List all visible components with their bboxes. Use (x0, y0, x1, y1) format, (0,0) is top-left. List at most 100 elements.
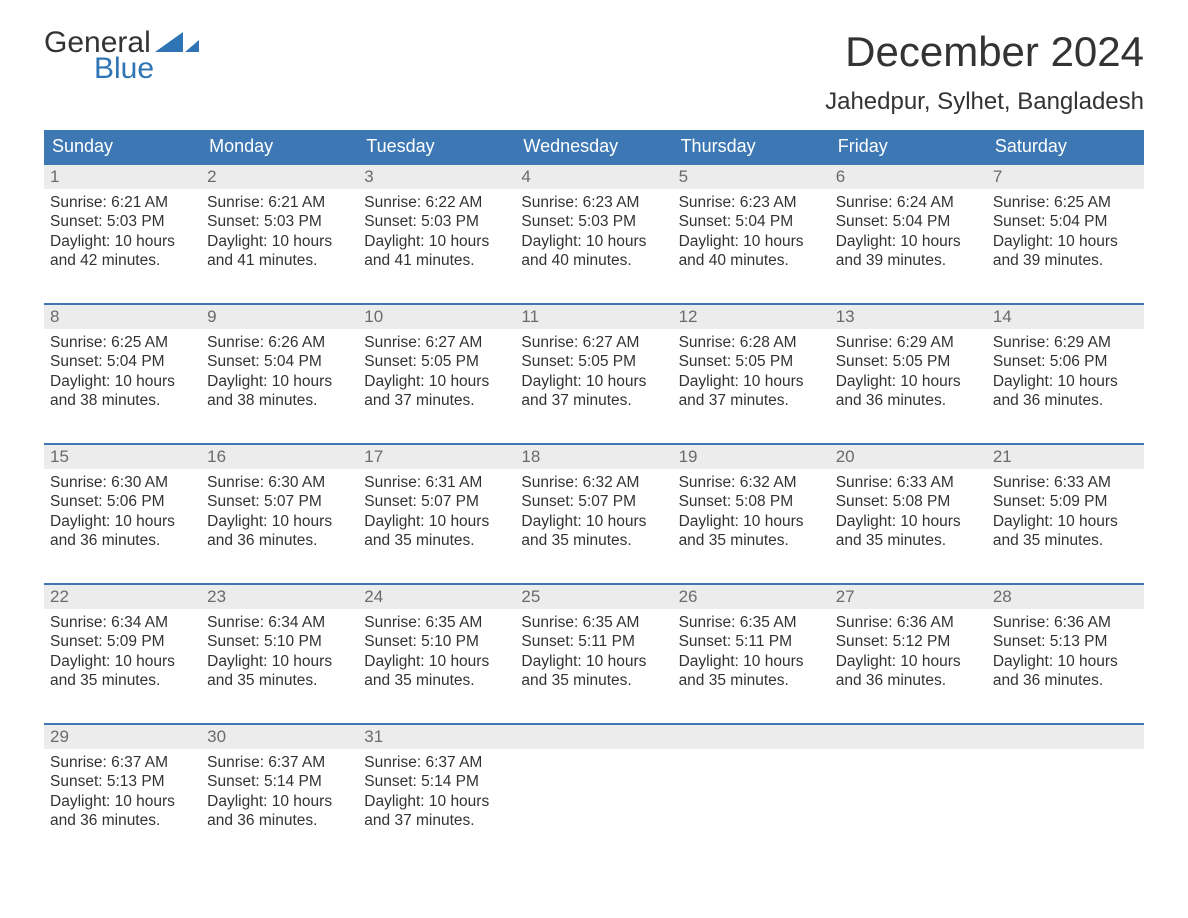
cell-line-sunset: Sunset: 5:14 PM (364, 772, 509, 791)
cell-line-sunrise: Sunrise: 6:32 AM (679, 473, 824, 492)
cell-line-dl2: and 41 minutes. (364, 251, 509, 270)
day-number-row: 2 (201, 165, 358, 189)
cell-line-sunset: Sunset: 5:11 PM (679, 632, 824, 651)
cell-body: Sunrise: 6:32 AMSunset: 5:07 PMDaylight:… (515, 469, 672, 557)
day-number: 7 (993, 167, 1002, 186)
cell-body: Sunrise: 6:36 AMSunset: 5:13 PMDaylight:… (987, 609, 1144, 697)
day-number: 31 (364, 727, 383, 746)
cell-line-dl1: Daylight: 10 hours (993, 232, 1138, 251)
cell-line-sunset: Sunset: 5:04 PM (993, 212, 1138, 231)
cell-line-sunset: Sunset: 5:07 PM (364, 492, 509, 511)
cell-line-dl2: and 37 minutes. (364, 391, 509, 410)
cell-line-sunrise: Sunrise: 6:29 AM (836, 333, 981, 352)
day-number: 19 (679, 447, 698, 466)
cell-body: Sunrise: 6:25 AMSunset: 5:04 PMDaylight:… (987, 189, 1144, 277)
cell-line-dl2: and 39 minutes. (993, 251, 1138, 270)
calendar-cell: 29Sunrise: 6:37 AMSunset: 5:13 PMDayligh… (44, 725, 201, 845)
calendar-cell: 21Sunrise: 6:33 AMSunset: 5:09 PMDayligh… (987, 445, 1144, 565)
cell-body: Sunrise: 6:29 AMSunset: 5:05 PMDaylight:… (830, 329, 987, 417)
calendar-cell: 12Sunrise: 6:28 AMSunset: 5:05 PMDayligh… (673, 305, 830, 425)
day-number-row: 6 (830, 165, 987, 189)
cell-line-dl1: Daylight: 10 hours (364, 512, 509, 531)
cell-line-dl1: Daylight: 10 hours (836, 652, 981, 671)
cell-line-sunrise: Sunrise: 6:27 AM (521, 333, 666, 352)
month-title: December 2024 (825, 28, 1144, 76)
calendar-cell: 31 Sunrise: 6:37 AMSunset: 5:14 PMDayligh… (358, 725, 515, 845)
dow-label: Monday (201, 130, 358, 163)
calendar-cell: 15Sunrise: 6:30 AMSunset: 5:06 PMDayligh… (44, 445, 201, 565)
day-number-row: 13 (830, 305, 987, 329)
cell-line-sunrise: Sunrise: 6:23 AM (679, 193, 824, 212)
cell-line-sunset: Sunset: 5:05 PM (836, 352, 981, 371)
calendar-cell: . (515, 725, 672, 845)
day-number-row: 21 (987, 445, 1144, 469)
dow-label: Wednesday (515, 130, 672, 163)
cell-line-dl1: Daylight: 10 hours (836, 372, 981, 391)
cell-line-sunset: Sunset: 5:08 PM (679, 492, 824, 511)
cell-line-dl1: Daylight: 10 hours (207, 512, 352, 531)
cell-body: Sunrise: 6:21 AMSunset: 5:03 PMDaylight:… (44, 189, 201, 277)
cell-line-dl1: Daylight: 10 hours (521, 372, 666, 391)
cell-line-sunrise: Sunrise: 6:28 AM (679, 333, 824, 352)
calendar-week: 29Sunrise: 6:37 AMSunset: 5:13 PMDayligh… (44, 723, 1144, 845)
calendar-cell: 9Sunrise: 6:26 AMSunset: 5:04 PMDaylight… (201, 305, 358, 425)
logo: General Blue (44, 28, 199, 84)
cell-line-dl1: Daylight: 10 hours (207, 792, 352, 811)
cell-line-sunrise: Sunrise: 6:37 AM (207, 753, 352, 772)
day-number: 24 (364, 587, 383, 606)
day-number-row: 10 (358, 305, 515, 329)
cell-line-sunset: Sunset: 5:06 PM (50, 492, 195, 511)
day-number: 9 (207, 307, 216, 326)
cell-line-dl1: Daylight: 10 hours (521, 512, 666, 531)
cell-line-dl2: and 36 minutes. (207, 531, 352, 550)
title-block: December 2024 Jahedpur, Sylhet, Banglade… (825, 28, 1144, 116)
cell-line-sunrise: Sunrise: 6:23 AM (521, 193, 666, 212)
cell-line-dl1: Daylight: 10 hours (50, 652, 195, 671)
cell-line-dl1: Daylight: 10 hours (364, 792, 509, 811)
day-number-row: 28 (987, 585, 1144, 609)
day-number: 11 (521, 307, 539, 326)
cell-line-dl1: Daylight: 10 hours (679, 652, 824, 671)
cell-line-dl1: Daylight: 10 hours (50, 512, 195, 531)
cell-line-sunset: Sunset: 5:04 PM (679, 212, 824, 231)
cell-line-dl1: Daylight: 10 hours (50, 232, 195, 251)
cell-body: Sunrise: 6:29 AMSunset: 5:06 PMDaylight:… (987, 329, 1144, 417)
cell-line-dl2: and 38 minutes. (207, 391, 352, 410)
day-number-row: 29 (44, 725, 201, 749)
cell-line-sunrise: Sunrise: 6:35 AM (679, 613, 824, 632)
cell-line-sunrise: Sunrise: 6:24 AM (836, 193, 981, 212)
cell-line-dl2: and 36 minutes. (836, 391, 981, 410)
calendar-cell: 30Sunrise: 6:37 AMSunset: 5:14 PMDayligh… (201, 725, 358, 845)
calendar-week: 22Sunrise: 6:34 AMSunset: 5:09 PMDayligh… (44, 583, 1144, 705)
cell-line-sunset: Sunset: 5:14 PM (207, 772, 352, 791)
cell-line-sunrise: Sunrise: 6:25 AM (50, 333, 195, 352)
cell-line-sunset: Sunset: 5:08 PM (836, 492, 981, 511)
day-number: 20 (836, 447, 855, 466)
cell-line-sunrise: Sunrise: 6:37 AM (50, 753, 195, 772)
cell-body: Sunrise: 6:35 AMSunset: 5:10 PMDaylight:… (358, 609, 515, 697)
cell-body: Sunrise: 6:30 AMSunset: 5:06 PMDaylight:… (44, 469, 201, 557)
cell-body: Sunrise: 6:37 AMSunset: 5:14 PMDaylight:… (358, 749, 515, 837)
cell-body: Sunrise: 6:37 AMSunset: 5:13 PMDaylight:… (44, 749, 201, 837)
calendar-cell: 25Sunrise: 6:35 AMSunset: 5:11 PMDayligh… (515, 585, 672, 705)
cell-body: Sunrise: 6:37 AMSunset: 5:14 PMDaylight:… (201, 749, 358, 837)
cell-line-sunset: Sunset: 5:12 PM (836, 632, 981, 651)
calendar-cell: 14 Sunrise: 6:29 AMSunset: 5:06 PMDayligh… (987, 305, 1144, 425)
day-number: 25 (521, 587, 540, 606)
cell-body: Sunrise: 6:23 AMSunset: 5:03 PMDaylight:… (515, 189, 672, 277)
cell-line-sunrise: Sunrise: 6:21 AM (207, 193, 352, 212)
cell-line-dl1: Daylight: 10 hours (836, 232, 981, 251)
cell-line-dl1: Daylight: 10 hours (993, 652, 1138, 671)
cell-line-dl1: Daylight: 10 hours (521, 232, 666, 251)
cell-line-dl2: and 40 minutes. (521, 251, 666, 270)
day-number-row: 3 (358, 165, 515, 189)
logo-triangle-icon (155, 30, 199, 56)
calendar-cell: 2Sunrise: 6:21 AMSunset: 5:03 PMDaylight… (201, 165, 358, 285)
dow-label: Tuesday (358, 130, 515, 163)
day-number: 14 (993, 307, 1012, 326)
day-number-row: . (987, 725, 1144, 749)
day-number-row: . (515, 725, 672, 749)
cell-line-dl1: Daylight: 10 hours (207, 232, 352, 251)
cell-line-dl2: and 35 minutes. (207, 671, 352, 690)
cell-body: Sunrise: 6:31 AMSunset: 5:07 PMDaylight:… (358, 469, 515, 557)
